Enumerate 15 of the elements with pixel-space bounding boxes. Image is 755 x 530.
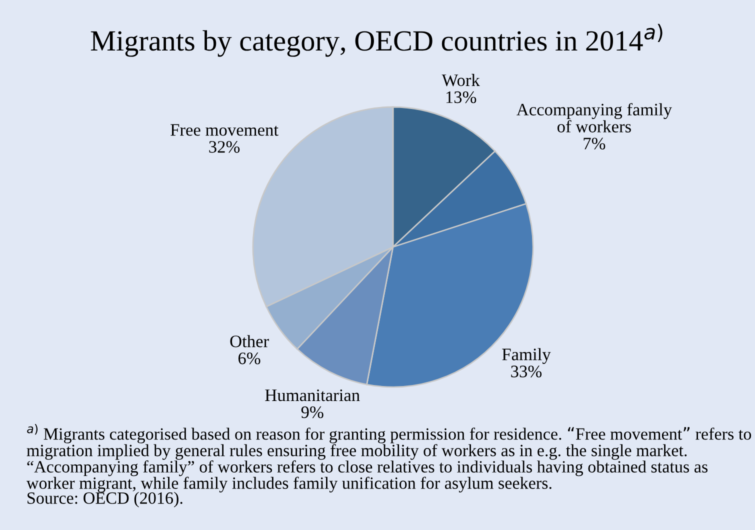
slice-label: Family [502,348,551,364]
data-label: 9% [301,406,324,418]
data-label: 32% [209,141,240,153]
data-label: 33% [511,366,542,378]
slice-label: Free movement [170,124,278,136]
slice-label: Accompanying family of workers [516,103,672,132]
data-label: 6% [238,352,260,364]
data-label: 13% [446,91,476,104]
slice-label: Work [442,74,480,86]
slice-label: Other [230,335,269,348]
data-label: 7% [584,138,606,150]
chart-title: Migrants by category, OECD countries in 2014$^{a)}$ [90,24,662,57]
text: $^{a)}$ Migrants categorised based on reason for granting permission for residence. “Free movement” refers to migration implied by general rules ensuring free mobility of workers as in e.g. the single market. “Accompanying family” of workers refers to close relatives to individuals having obtained status as worker migrant, while family includes family unification for asylum seekers. [26,424,752,492]
source-note: Source: OECD (2016). [28,492,182,508]
slice-label: Humanitarian [265,389,360,402]
